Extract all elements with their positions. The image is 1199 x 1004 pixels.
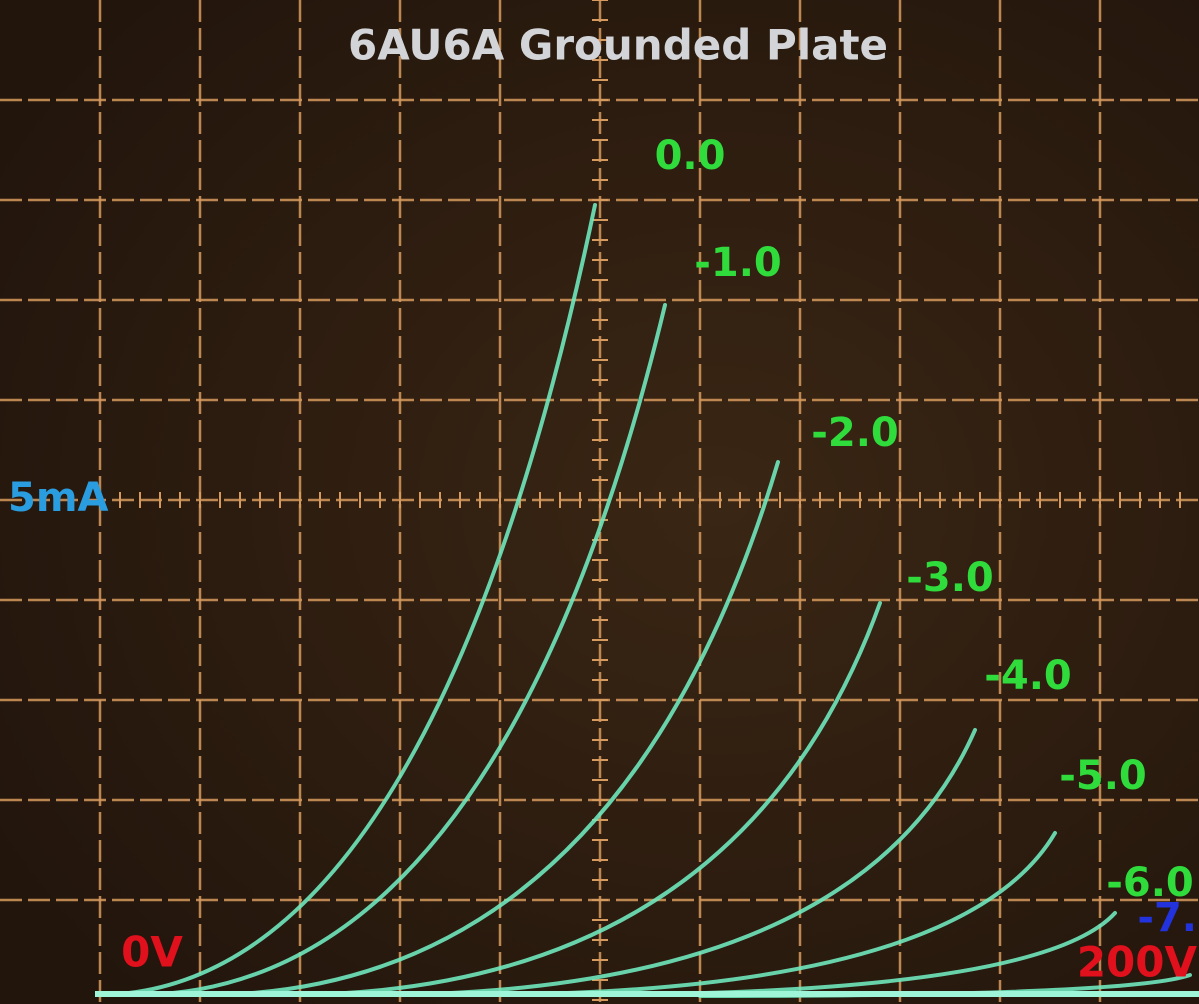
trace — [208, 460, 780, 997]
trace — [138, 303, 667, 997]
curve-label: -7. — [1137, 895, 1197, 941]
curve-label: -6.0 — [1106, 860, 1193, 906]
trace — [288, 601, 882, 997]
trace — [378, 728, 977, 997]
curve-label: -5.0 — [1059, 753, 1146, 799]
x-start-label: 0V — [121, 928, 183, 977]
trace — [98, 203, 597, 997]
curve-label: -3.0 — [906, 555, 993, 601]
traces — [95, 203, 1199, 998]
center-ticks — [99, 0, 1181, 1001]
y-scale-label: 5mA — [8, 475, 109, 521]
curve-label: 0.0 — [655, 133, 726, 179]
curve-label: -4.0 — [984, 653, 1071, 699]
title: 6AU6A Grounded Plate — [348, 21, 888, 70]
curve-label: -2.0 — [811, 410, 898, 456]
curve-label: -1.0 — [694, 240, 781, 286]
x-end-label: 200V — [1077, 938, 1198, 987]
